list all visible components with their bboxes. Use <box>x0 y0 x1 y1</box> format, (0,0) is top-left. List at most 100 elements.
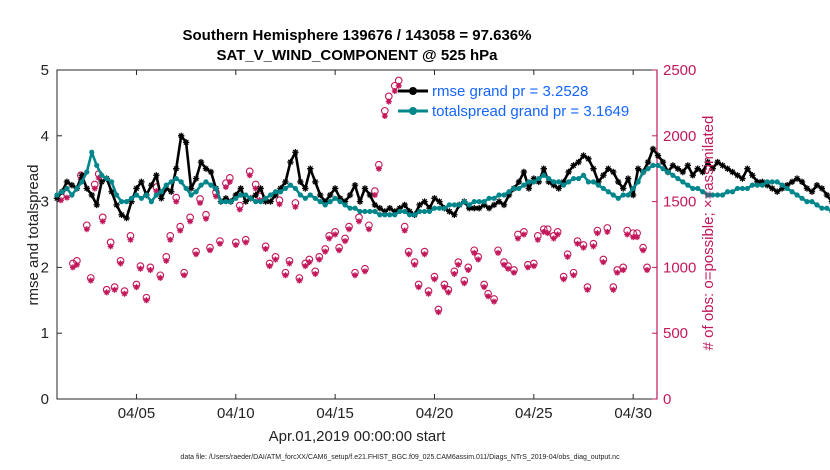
obs-assimilated-point <box>381 113 388 120</box>
obs-assimilated-point <box>550 235 557 242</box>
obs-assimilated-point <box>371 192 378 199</box>
totalspread-point <box>526 179 532 185</box>
rmse-point <box>530 175 538 182</box>
obs-assimilated-point <box>365 226 372 233</box>
y-axis-right-label: # of obs: o=possible; ×=assimilated <box>700 116 717 351</box>
rmse-point <box>173 165 180 172</box>
rmse-point <box>560 178 567 186</box>
obs-assimilated-point <box>475 256 482 263</box>
totalspread-point <box>695 185 701 192</box>
rmse-point <box>739 175 746 182</box>
totalspread-series <box>54 149 830 218</box>
totalspread-point <box>59 189 65 195</box>
totalspread-point <box>118 199 125 205</box>
totalspread-point <box>799 195 805 201</box>
totalspread-point <box>337 199 343 205</box>
obs-assimilated-point <box>634 234 641 241</box>
rmse-point <box>565 168 572 176</box>
totalspread-point <box>392 212 398 218</box>
totalspread-point <box>665 169 671 175</box>
legend-spread-marker <box>409 107 417 115</box>
totalspread-point <box>476 199 482 205</box>
obs-assimilated-point <box>620 267 627 274</box>
obs-assimilated-point <box>316 256 323 263</box>
totalspread-point <box>650 162 656 169</box>
rmse-point <box>431 195 438 202</box>
y-left-tick-label: 3 <box>41 194 49 211</box>
y-right-tick-label: 2500 <box>663 62 696 79</box>
obs-assimilated-point <box>614 269 621 276</box>
rmse-point <box>138 178 145 186</box>
rmse-point <box>694 165 701 172</box>
rmse-point <box>187 185 195 192</box>
totalspread-point <box>183 185 189 192</box>
obs-assimilated-point <box>524 264 531 271</box>
totalspread-point <box>521 182 527 188</box>
totalspread-point <box>595 182 601 188</box>
totalspread-point <box>412 212 418 218</box>
totalspread-point <box>148 199 154 205</box>
totalspread-point <box>710 192 716 198</box>
totalspread-point <box>630 185 636 192</box>
totalspread-point <box>114 192 120 198</box>
rmse-point <box>108 188 115 195</box>
totalspread-point <box>153 192 159 198</box>
rmse-point <box>610 168 617 176</box>
rmse-point <box>535 178 542 186</box>
obs-assimilated-point <box>262 245 269 252</box>
totalspread-point <box>506 189 512 195</box>
obs-assimilated-point <box>147 267 154 274</box>
rmse-point <box>485 204 493 212</box>
obs-assimilated-point <box>391 88 398 95</box>
totalspread-point <box>759 182 765 188</box>
rmse-point <box>704 158 711 166</box>
obs-assimilated-point <box>173 198 180 205</box>
totalspread-point <box>635 179 641 185</box>
totalspread-point <box>258 199 264 205</box>
totalspread-point <box>764 179 770 185</box>
rmse-point <box>381 208 389 215</box>
rmse-point <box>153 172 160 179</box>
totalspread-point <box>352 205 358 211</box>
obs-assimilated-point <box>346 226 353 233</box>
obs-assimilated-point <box>83 226 90 233</box>
rmse-point <box>252 191 259 199</box>
rmse-point <box>615 178 622 186</box>
rmse-point <box>734 172 741 179</box>
rmse-point <box>376 204 384 212</box>
rmse-point <box>336 195 344 202</box>
rmse-point <box>421 198 428 205</box>
totalspread-point <box>218 199 224 205</box>
rmse-point <box>515 178 523 186</box>
obs-assimilated-point <box>332 231 339 238</box>
totalspread-point <box>809 199 815 205</box>
totalspread-point <box>615 195 621 201</box>
totalspread-point <box>516 185 522 192</box>
legend-rmse-label: rmse grand pr = 3.2528 <box>432 83 588 100</box>
obs-assimilated-point <box>574 240 581 247</box>
obs-assimilated-point <box>405 251 412 258</box>
totalspread-point <box>163 182 169 188</box>
totalspread-point <box>138 195 145 201</box>
totalspread-point <box>471 199 477 205</box>
rmse-point <box>749 172 756 179</box>
rmse-point <box>148 181 155 189</box>
obs-assimilated-point <box>63 194 70 201</box>
obs-assimilated-point <box>69 264 76 271</box>
obs-assimilated-point <box>282 272 289 279</box>
y-right-tick-label: 1000 <box>663 259 696 276</box>
rmse-point <box>714 158 721 166</box>
totalspread-point <box>685 182 691 188</box>
rmse-point <box>471 204 478 212</box>
y-axis-left: 0 1 2 3 4 5 <box>41 62 62 408</box>
obs-assimilated-point <box>554 231 561 238</box>
obs-assimilated-point <box>540 228 547 235</box>
y-left-tick-label: 2 <box>41 259 49 276</box>
obs-assimilated-point <box>206 247 213 254</box>
obs-assimilated-point <box>193 251 200 258</box>
rmse-point <box>818 185 826 192</box>
obs-assimilated-point <box>395 82 402 89</box>
totalspread-point <box>585 179 592 185</box>
totalspread-point <box>705 192 711 198</box>
obs-assimilated-point <box>481 284 488 291</box>
